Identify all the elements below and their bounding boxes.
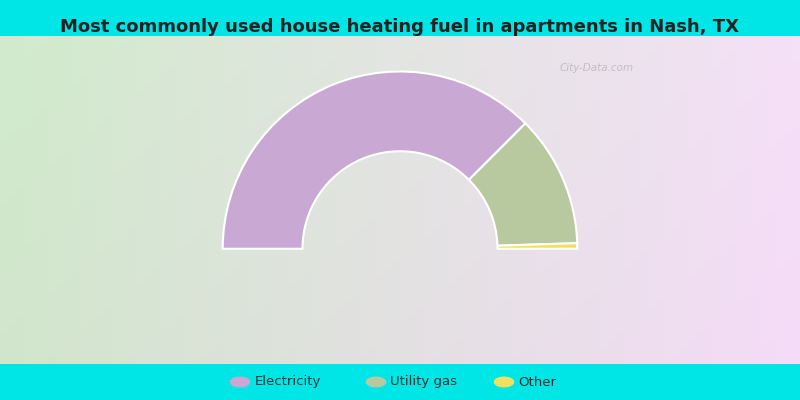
Wedge shape	[222, 72, 526, 249]
Wedge shape	[469, 123, 578, 246]
Wedge shape	[498, 243, 578, 249]
Text: Most commonly used house heating fuel in apartments in Nash, TX: Most commonly used house heating fuel in…	[61, 18, 739, 36]
Text: Utility gas: Utility gas	[390, 376, 458, 388]
Text: Electricity: Electricity	[254, 376, 321, 388]
Text: Other: Other	[518, 376, 557, 388]
Text: City-Data.com: City-Data.com	[560, 62, 634, 72]
